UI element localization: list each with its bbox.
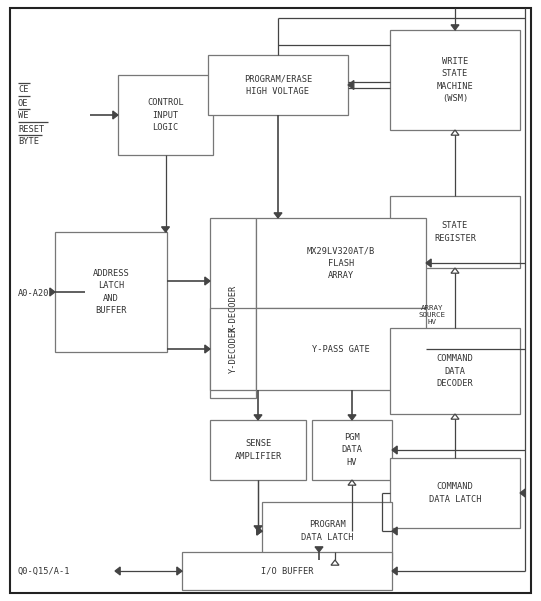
Polygon shape [451,414,459,419]
Text: CONTROL
INPUT
LOGIC: CONTROL INPUT LOGIC [147,98,184,132]
Text: COMMAND
DATA LATCH: COMMAND DATA LATCH [429,482,481,504]
Bar [390,458,520,528]
Polygon shape [257,527,262,535]
Polygon shape [392,527,397,535]
Polygon shape [520,489,525,497]
Bar [390,196,520,268]
Bar [182,552,392,590]
Text: SENSE
AMPLIFIER: SENSE AMPLIFIER [234,439,282,461]
Text: WE: WE [18,112,29,120]
Text: MX29LV320AT/B
FLASH
ARRAY: MX29LV320AT/B FLASH ARRAY [307,246,375,280]
Bar [262,502,392,560]
Bar [256,308,426,390]
Bar [210,218,256,398]
Polygon shape [254,526,262,531]
Polygon shape [348,480,356,485]
Text: RESET: RESET [18,124,44,133]
Text: X-DECODER: X-DECODER [228,284,237,332]
Polygon shape [392,567,397,575]
Polygon shape [205,277,210,285]
Polygon shape [451,268,459,273]
Text: ADDRESS
LATCH
AND
BUFFER: ADDRESS LATCH AND BUFFER [93,269,129,316]
Polygon shape [451,25,459,30]
Text: PROGRAM/ERASE
HIGH VOLTAGE: PROGRAM/ERASE HIGH VOLTAGE [244,75,312,96]
Text: PGM
DATA
HV: PGM DATA HV [341,433,362,467]
Text: WRITE
STATE
MACHINE
(WSM): WRITE STATE MACHINE (WSM) [437,56,473,103]
Bar [55,232,167,352]
Polygon shape [50,288,55,296]
Polygon shape [162,227,169,232]
Polygon shape [274,213,282,218]
Polygon shape [315,547,323,552]
Bar [118,75,213,155]
Text: ARRAY
SOURCE
HV: ARRAY SOURCE HV [419,305,445,325]
Text: PROGRAM
DATA LATCH: PROGRAM DATA LATCH [301,520,353,542]
Polygon shape [257,527,262,535]
Polygon shape [348,81,354,90]
Polygon shape [205,345,210,353]
Polygon shape [177,567,182,575]
Polygon shape [254,415,262,420]
Polygon shape [451,130,459,135]
Bar [210,420,306,480]
Bar [390,328,520,414]
Polygon shape [115,567,120,575]
Text: A0-A20: A0-A20 [18,288,49,297]
Text: Y-DECODER: Y-DECODER [228,325,237,373]
Bar [256,218,426,308]
Polygon shape [331,560,339,565]
Text: OE: OE [18,99,29,108]
Bar [208,55,348,115]
Bar [312,420,392,480]
Text: Y-PASS GATE: Y-PASS GATE [312,344,370,353]
Polygon shape [348,415,356,420]
Polygon shape [392,446,397,454]
Text: STATE
REGISTER: STATE REGISTER [434,221,476,243]
Text: Q0-Q15/A-1: Q0-Q15/A-1 [18,567,70,576]
Polygon shape [113,111,118,119]
Text: COMMAND
DATA
DECODER: COMMAND DATA DECODER [437,354,473,388]
Text: BYTE: BYTE [18,138,39,147]
Text: I/O BUFFER: I/O BUFFER [261,567,313,576]
Bar [210,308,256,390]
Bar [390,30,520,130]
Text: CE: CE [18,85,29,94]
Polygon shape [426,259,431,267]
